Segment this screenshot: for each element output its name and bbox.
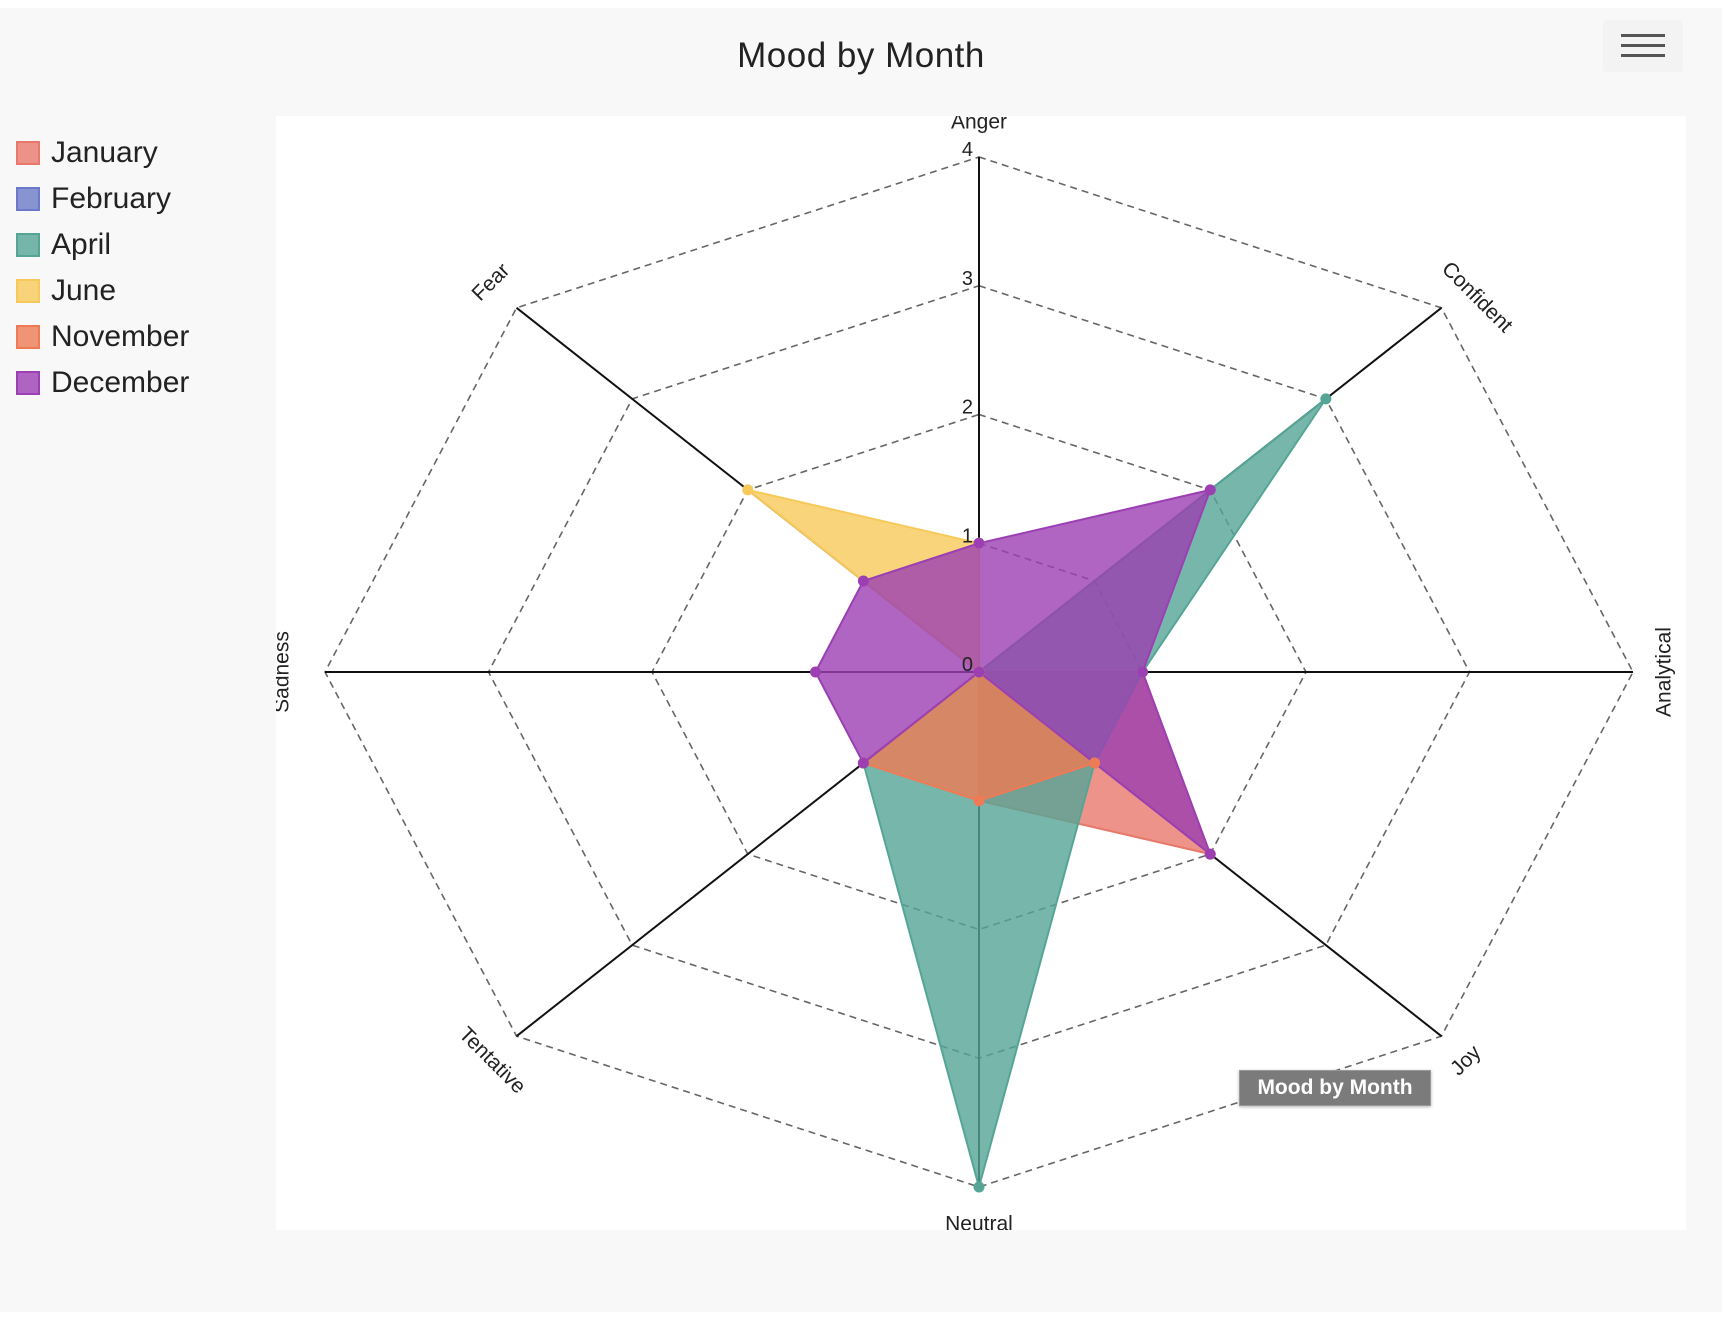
tick-label: 1	[962, 525, 973, 547]
data-point-december	[973, 666, 985, 678]
legend-label: February	[51, 182, 172, 215]
data-point-december	[857, 757, 869, 769]
data-point-april	[1320, 393, 1332, 405]
axis-label-sadness: Sadness	[276, 631, 294, 713]
tick-label: 4	[962, 139, 973, 161]
legend-swatch	[16, 279, 40, 303]
grid-ring	[324, 156, 1634, 1188]
legend-item-november[interactable]: November	[16, 314, 189, 360]
legend-swatch	[16, 371, 40, 395]
data-point-december	[1204, 484, 1216, 496]
data-point-december	[810, 666, 821, 678]
plot-area: 0 1 2 3 4 Anger Confident Analytical Joy Neutral T…	[276, 116, 1686, 1230]
data-point-november	[973, 795, 985, 807]
legend-swatch	[16, 325, 40, 349]
data-point-december	[1204, 848, 1216, 860]
data-point-december	[857, 575, 869, 587]
data-point-november	[1089, 757, 1101, 769]
axis-label-analytical: Analytical	[1653, 627, 1676, 717]
legend-item-february[interactable]: February	[16, 176, 189, 222]
axis-label-joy: Joy	[1446, 1040, 1486, 1080]
legend-label: June	[51, 274, 117, 307]
legend-label: December	[51, 366, 190, 399]
data-point-april	[973, 1181, 985, 1193]
legend-swatch	[16, 187, 40, 211]
legend-item-june[interactable]: June	[16, 268, 189, 314]
tick-label: 2	[962, 397, 973, 419]
axis-label-neutral: Neutral	[945, 1213, 1013, 1230]
legend-label: January	[51, 136, 158, 169]
data-point-december	[973, 537, 985, 549]
radar-chart: 01234AngerConfidentAnalyticalJoyNeutralT…	[276, 116, 1676, 1230]
chart-panel: Mood by Month January February April June No…	[0, 8, 1722, 1312]
data-point-december	[1137, 666, 1148, 678]
chart-title: Mood by Month	[737, 36, 985, 75]
chart-tooltip: Mood by Month	[1239, 1070, 1431, 1106]
tick-label: 0	[962, 654, 973, 676]
legend-swatch	[16, 141, 40, 165]
legend-item-january[interactable]: January	[16, 130, 189, 176]
tick-label: 3	[962, 268, 973, 290]
legend-label: November	[51, 320, 190, 353]
legend-swatch	[16, 233, 40, 257]
axis-label-confident: Confident	[1437, 257, 1517, 337]
chart-legend: January February April June November December	[16, 130, 189, 406]
legend-label: April	[51, 228, 112, 261]
legend-item-april[interactable]: April	[16, 222, 189, 268]
data-point-june	[742, 484, 754, 496]
chart-menu-button[interactable]	[1603, 20, 1683, 72]
axis-label-anger: Anger	[951, 116, 1007, 134]
axis-label-fear: Fear	[467, 259, 514, 306]
legend-item-december[interactable]: December	[16, 360, 189, 406]
